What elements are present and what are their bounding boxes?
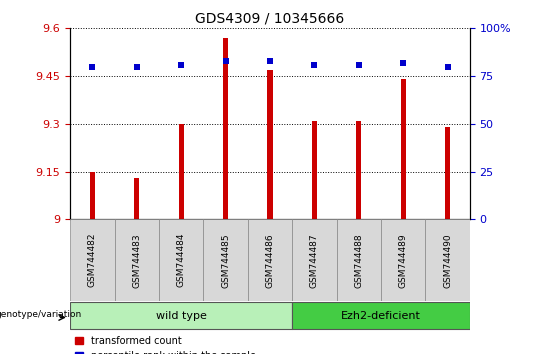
FancyBboxPatch shape	[159, 219, 204, 301]
Point	[354, 62, 363, 68]
Text: GSM744484: GSM744484	[177, 233, 186, 287]
Point	[132, 64, 141, 69]
Point	[266, 58, 274, 64]
Bar	[401, 79, 406, 219]
Point	[221, 58, 230, 64]
Point	[399, 60, 408, 65]
Text: GSM744485: GSM744485	[221, 233, 230, 287]
Point	[443, 64, 452, 69]
FancyBboxPatch shape	[70, 302, 292, 330]
FancyBboxPatch shape	[426, 219, 470, 301]
FancyBboxPatch shape	[204, 219, 248, 301]
Title: GDS4309 / 10345666: GDS4309 / 10345666	[195, 12, 345, 26]
Point	[177, 62, 186, 68]
FancyBboxPatch shape	[292, 219, 336, 301]
Bar	[312, 121, 317, 219]
FancyBboxPatch shape	[381, 219, 426, 301]
Bar	[134, 178, 139, 219]
FancyBboxPatch shape	[248, 219, 292, 301]
Text: GSM744486: GSM744486	[266, 233, 274, 287]
Text: wild type: wild type	[156, 311, 207, 321]
Text: GSM744488: GSM744488	[354, 233, 363, 287]
Text: GSM744487: GSM744487	[310, 233, 319, 287]
Bar	[267, 70, 273, 219]
Legend: transformed count, percentile rank within the sample: transformed count, percentile rank withi…	[75, 336, 255, 354]
Text: GSM744489: GSM744489	[399, 233, 408, 287]
Text: Ezh2-deficient: Ezh2-deficient	[341, 311, 421, 321]
FancyBboxPatch shape	[336, 219, 381, 301]
Text: genotype/variation: genotype/variation	[0, 310, 82, 319]
Bar	[223, 38, 228, 219]
Bar	[179, 124, 184, 219]
FancyBboxPatch shape	[114, 219, 159, 301]
Bar	[356, 121, 361, 219]
Text: GSM744483: GSM744483	[132, 233, 141, 287]
Text: GSM744482: GSM744482	[88, 233, 97, 287]
FancyBboxPatch shape	[70, 219, 114, 301]
FancyBboxPatch shape	[292, 302, 470, 330]
Point	[310, 62, 319, 68]
Text: GSM744490: GSM744490	[443, 233, 452, 287]
Point	[88, 64, 97, 69]
Bar	[90, 172, 95, 219]
Bar	[445, 127, 450, 219]
